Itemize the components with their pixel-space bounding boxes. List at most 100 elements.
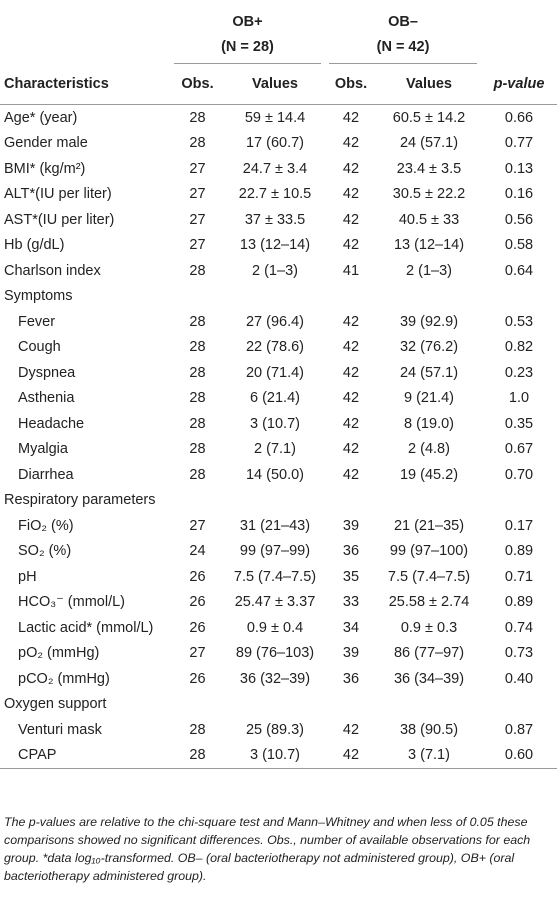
pvalue-cell: 0.77: [504, 135, 534, 152]
pvalue-cell: 0.58: [504, 237, 534, 254]
values-ob-plus-cell: 0.9 ± 0.4: [246, 619, 304, 636]
table-row: Respiratory parameters: [0, 488, 557, 514]
group-n-row: (N = 28) (N = 42): [0, 30, 557, 64]
obs-ob-minus-cell: [325, 488, 377, 514]
values-ob-minus-cell: 60.5 ± 14.2: [392, 109, 466, 126]
table-row: Dyspnea 28 20 (71.4) 42 24 (57.1) 0.23: [0, 360, 557, 386]
pvalue-cell: 0.35: [504, 415, 534, 432]
values-ob-minus-cell: 13 (12–14): [393, 237, 465, 254]
values-ob-minus-cell: 40.5 ± 33: [398, 211, 460, 228]
group-ob-minus-n: (N = 42): [325, 30, 481, 64]
column-header-row: Characteristics Obs. Values Obs. Values …: [0, 64, 557, 105]
table-row: pO₂ (mmHg) 27 89 (76–103) 39 86 (77–97) 0.73: [0, 641, 557, 667]
table-row: Asthenia 28 6 (21.4) 42 9 (21.4) 1.0: [0, 386, 557, 412]
table-footnote: The p-values are relative to the chi-squ…: [4, 815, 531, 883]
obs-ob-minus-cell: [325, 284, 377, 310]
table-body: Age* (year) 28 59 ± 14.4 42 60.5 ± 14.2 0.66 G…: [0, 105, 557, 769]
values-ob-minus-cell: 7.5 (7.4–7.5): [387, 568, 471, 585]
obs-ob-minus-cell: 42: [342, 721, 360, 738]
values-ob-minus-cell: 86 (77–97): [393, 645, 465, 662]
obs-ob-minus-cell: 42: [342, 211, 360, 228]
values-ob-minus-cell: 9 (21.4): [404, 390, 454, 407]
values-ob-plus-cell: 99 (97–99): [239, 543, 311, 560]
table-row: BMI* (kg/m²) 27 24.7 ± 3.4 42 23.4 ± 3.5 0.13: [0, 156, 557, 182]
table-row: Headache 28 3 (10.7) 42 8 (19.0) 0.35: [0, 411, 557, 437]
obs-ob-plus-cell: 26: [189, 568, 206, 585]
row-label: Venturi mask: [18, 721, 102, 738]
table-row: CPAP 28 3 (10.7) 42 3 (7.1) 0.60: [0, 742, 557, 769]
values-ob-plus-cell: [225, 284, 325, 310]
obs-ob-plus-cell: 28: [189, 721, 206, 738]
obs-ob-minus-cell: 42: [342, 135, 360, 152]
pvalue-cell: [481, 284, 557, 310]
obs-ob-plus-cell: 28: [189, 364, 206, 381]
table-row: Lactic acid* (mmol/L) 26 0.9 ± 0.4 34 0.9 ± …: [0, 615, 557, 641]
col-characteristics: Characteristics: [0, 64, 170, 105]
obs-ob-plus-cell: 28: [170, 742, 225, 769]
table-row: ALT*(IU per liter) 27 22.7 ± 10.5 42 30.5 ± …: [0, 182, 557, 208]
pvalue-cell: 0.16: [504, 186, 534, 203]
values-ob-minus-cell: 99 (97–100): [389, 543, 469, 560]
table-row: SO₂ (%) 24 99 (97–99) 36 99 (97–100) 0.89: [0, 539, 557, 565]
values-ob-plus-cell: 14 (50.0): [245, 466, 305, 483]
values-ob-minus-cell: 25.58 ± 2.74: [388, 594, 470, 611]
obs-ob-plus-cell: 27: [189, 211, 206, 228]
row-label: Symptoms: [4, 288, 73, 305]
table-row: Cough 28 22 (78.6) 42 32 (76.2) 0.82: [0, 335, 557, 361]
values-ob-plus-cell: 20 (71.4): [245, 364, 305, 381]
row-label: Dyspnea: [18, 364, 76, 381]
values-ob-plus-cell: 6 (21.4): [250, 390, 300, 407]
row-label: Charlson index: [4, 262, 101, 279]
values-ob-minus-cell: 24 (57.1): [399, 364, 459, 381]
obs-ob-plus-cell: 28: [189, 313, 206, 330]
pvalue-cell: 0.82: [504, 339, 534, 356]
values-ob-plus-cell: 36 (32–39): [239, 670, 311, 687]
values-ob-minus-cell: 36 (34–39): [393, 670, 465, 687]
group-ob-minus-label: OB–: [388, 14, 418, 30]
obs-ob-plus-cell: 27: [189, 160, 206, 177]
row-label: Diarrhea: [18, 466, 74, 483]
obs-ob-plus-cell: [170, 284, 225, 310]
table-row: Age* (year) 28 59 ± 14.4 42 60.5 ± 14.2 0.66: [0, 105, 557, 131]
table-row: FiO₂ (%) 27 31 (21–43) 39 21 (21–35) 0.17: [0, 513, 557, 539]
obs-ob-plus-cell: 28: [189, 466, 206, 483]
values-ob-plus-cell: 59 ± 14.4: [244, 109, 306, 126]
row-label: Asthenia: [18, 390, 75, 407]
obs-ob-minus-cell: 42: [342, 415, 360, 432]
values-ob-minus-cell: 8 (19.0): [404, 415, 454, 432]
obs-ob-plus-cell: 27: [189, 645, 206, 662]
values-ob-minus-cell: 23.4 ± 3.5: [396, 160, 462, 177]
obs-ob-plus-cell: 28: [189, 135, 206, 152]
col-values-ob-minus: Values: [377, 64, 482, 105]
obs-ob-minus-cell: 42: [342, 109, 360, 126]
values-ob-minus-cell: 2 (4.8): [408, 441, 450, 458]
obs-ob-plus-cell: 28: [189, 109, 206, 126]
obs-ob-minus-cell: 42: [342, 186, 360, 203]
table-row: Charlson index 28 2 (1–3) 41 2 (1–3) 0.64: [0, 258, 557, 284]
table-row: AST*(IU per liter) 27 37 ± 33.5 42 40.5 ± 33…: [0, 207, 557, 233]
obs-ob-minus-cell: 42: [325, 742, 377, 769]
values-ob-plus-cell: [225, 692, 325, 718]
values-ob-minus-cell: 39 (92.9): [399, 313, 459, 330]
obs-ob-plus-cell: 26: [189, 670, 206, 687]
values-ob-plus-cell: 37 ± 33.5: [244, 211, 306, 228]
table-row: Symptoms: [0, 284, 557, 310]
obs-ob-plus-cell: 24: [189, 543, 206, 560]
pvalue-cell: 0.66: [504, 109, 534, 126]
pvalue-cell: 0.56: [504, 211, 534, 228]
row-label: FiO₂ (%): [18, 517, 74, 534]
obs-ob-minus-cell: 39: [342, 645, 360, 662]
pvalue-cell: [481, 488, 557, 514]
pvalue-cell: 0.23: [504, 364, 534, 381]
obs-ob-plus-cell: 28: [189, 339, 206, 356]
values-ob-minus-cell: [377, 488, 481, 514]
values-ob-minus-cell: 3 (7.1): [377, 742, 482, 769]
values-ob-minus-cell: 19 (45.2): [399, 466, 459, 483]
values-ob-minus-cell: [377, 692, 481, 718]
pvalue-cell: 0.74: [504, 619, 534, 636]
table-row: Gender male 28 17 (60.7) 42 24 (57.1) 0.77: [0, 131, 557, 157]
row-label: Gender male: [4, 135, 88, 152]
values-ob-plus-cell: [225, 488, 325, 514]
values-ob-plus-cell: 89 (76–103): [235, 645, 315, 662]
